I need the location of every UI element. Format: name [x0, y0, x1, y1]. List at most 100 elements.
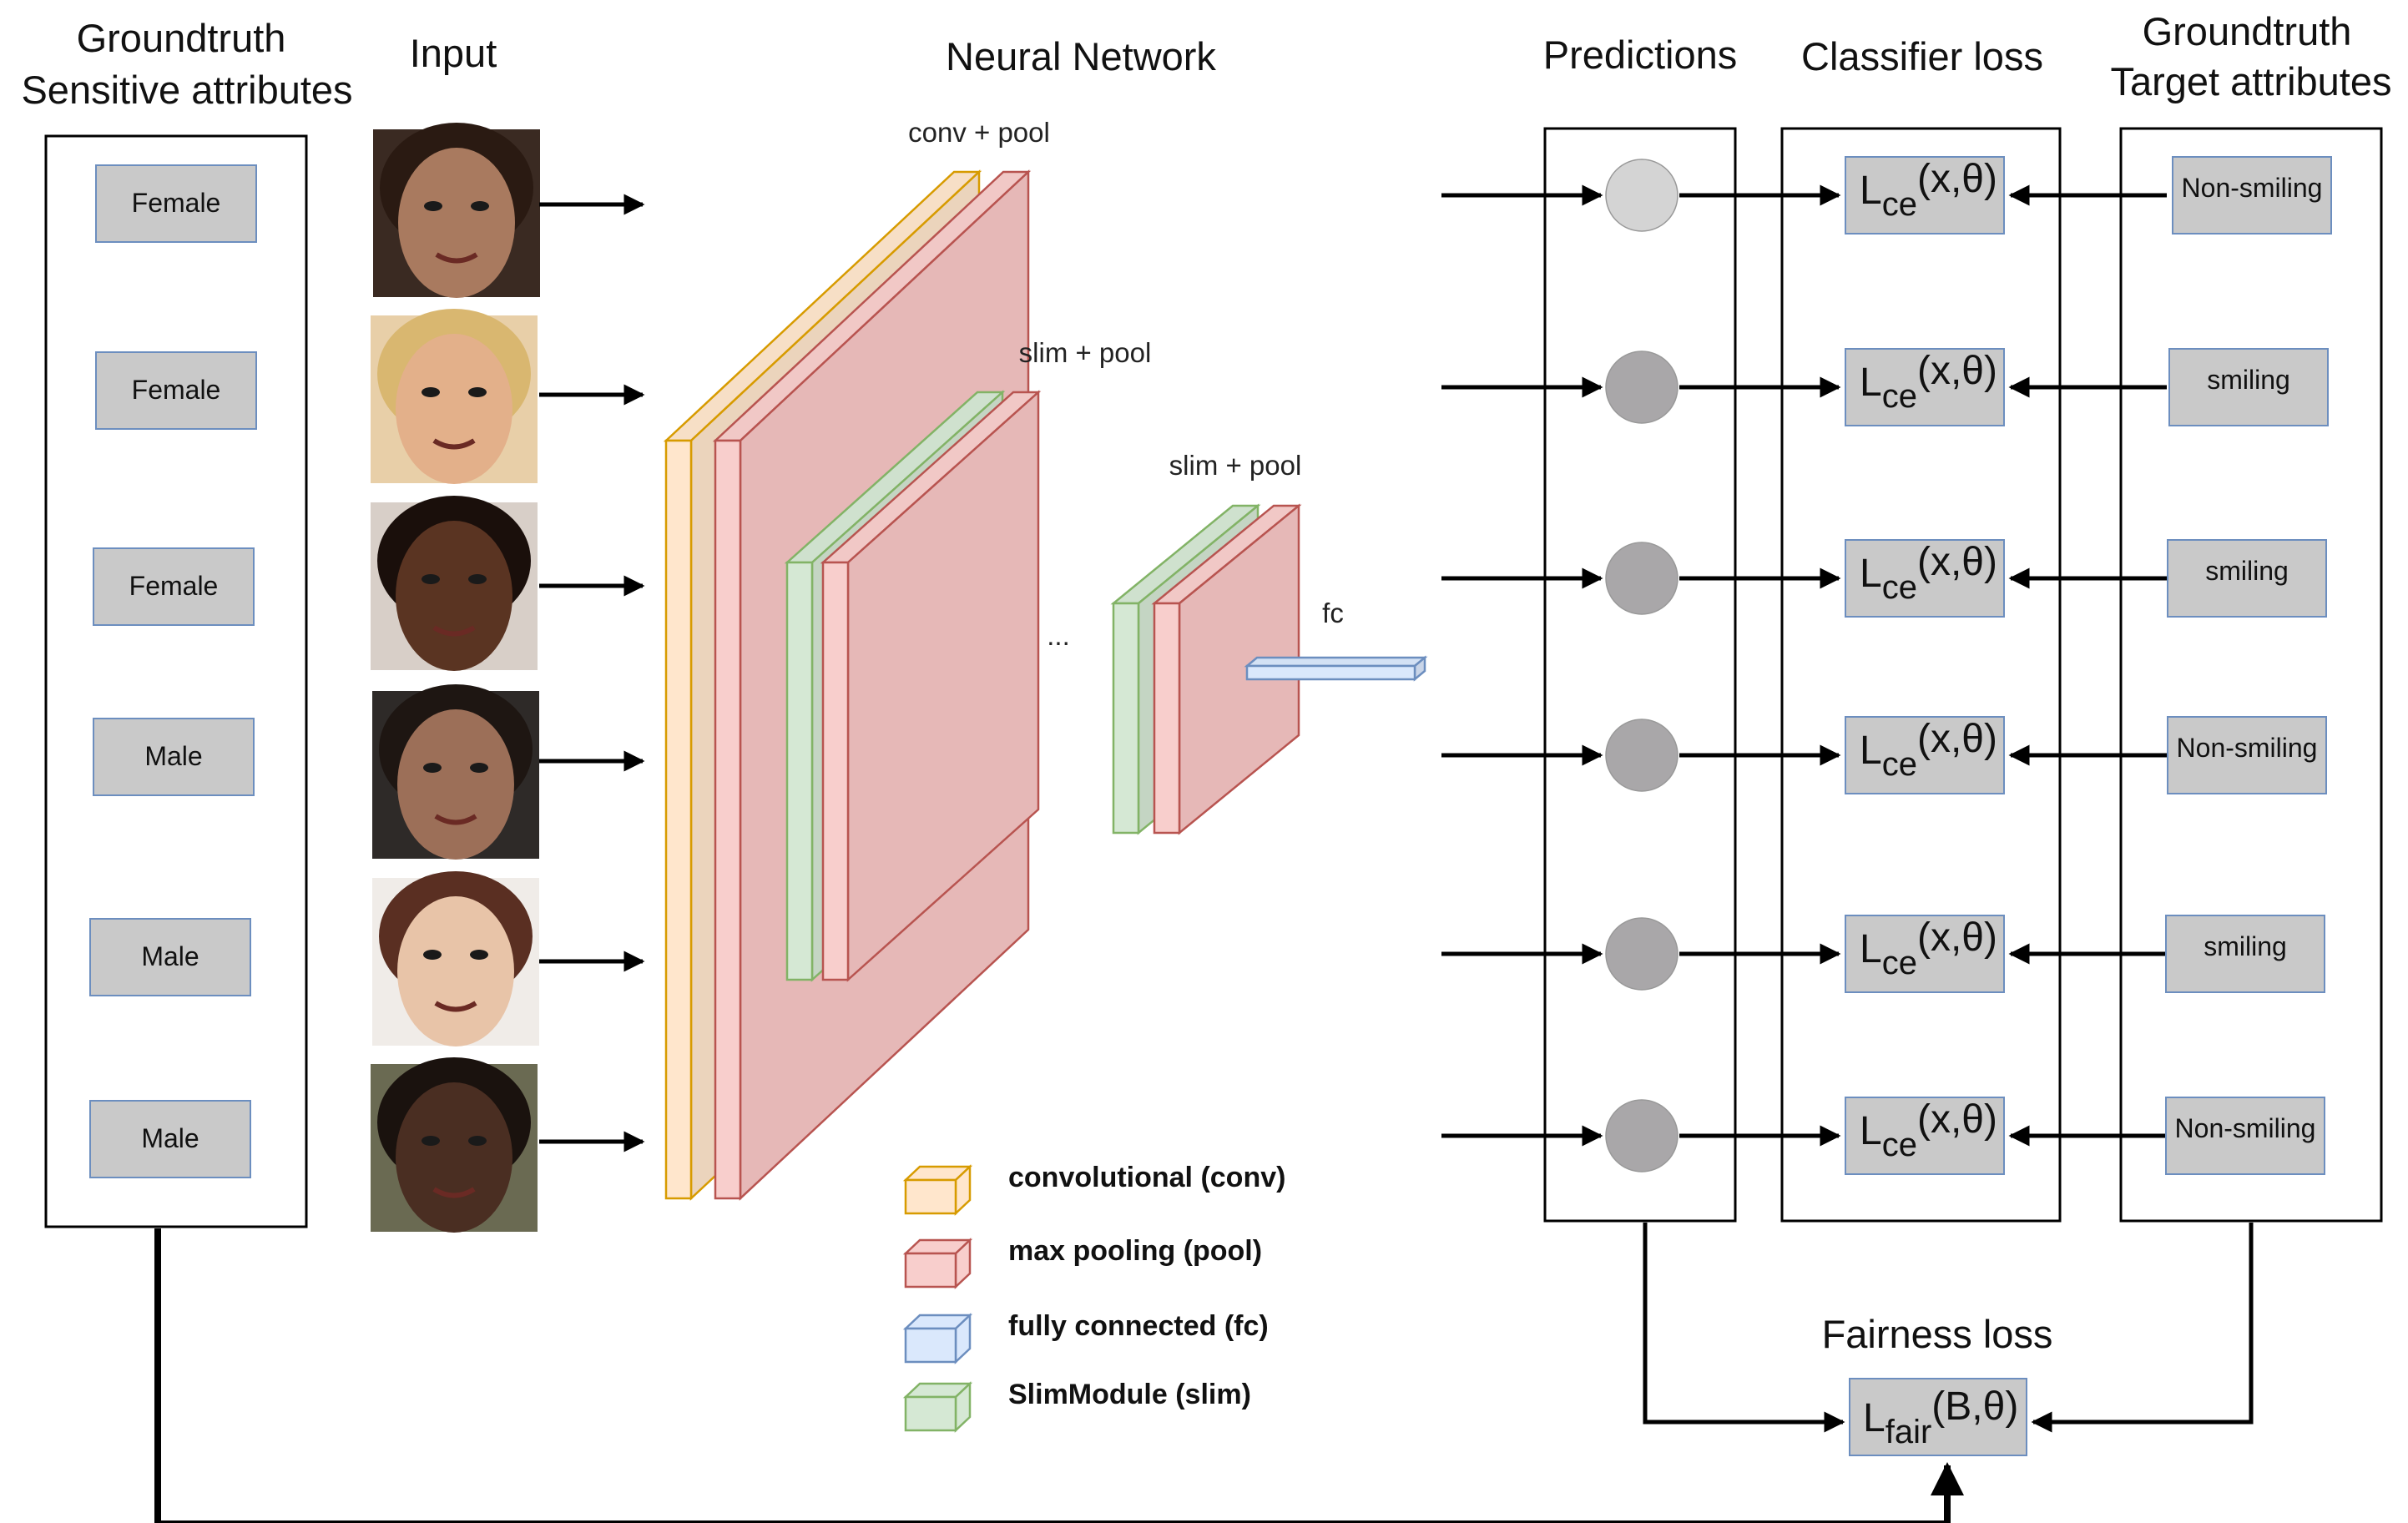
- legend-item: max pooling (pool): [902, 1235, 1262, 1289]
- sensitive-attribute-box: [93, 547, 255, 626]
- classifier-loss-box: [1845, 716, 2005, 794]
- legend-item: convolutional (conv): [902, 1162, 1285, 1216]
- legend-label: fully connected (fc): [1008, 1310, 1269, 1342]
- classifier-loss-panel: [1780, 127, 2062, 1223]
- sensitive-attribute-label: Male: [141, 1123, 199, 1153]
- prediction-node: [1605, 159, 1679, 232]
- face-image-mouth: [434, 1001, 477, 1012]
- classifier-loss-formula: Lce(x,θ): [1860, 1097, 1997, 1163]
- input-header: Input: [410, 31, 497, 75]
- targets-to-fairness-arrow: [2031, 1223, 2254, 1433]
- sensitive-attributes-panel: [44, 134, 308, 1228]
- sensitive-to-fairness-arrow: [154, 1228, 1964, 1523]
- target-attribute-label: Non-smiling: [2177, 733, 2318, 763]
- sensitive-attribute-box: [93, 718, 255, 796]
- target-header-line2: Target attributes: [2110, 59, 2391, 103]
- slim-pool-label-2: slim + pool: [1169, 450, 1302, 481]
- row: Female Lce(x,θ) smiling: [95, 309, 2329, 484]
- sensitive-attribute-box: [95, 351, 257, 430]
- face-image-skin: [397, 709, 514, 860]
- face-image-skin: [396, 334, 512, 484]
- sensitive-header-line1: Groundtruth: [77, 16, 286, 60]
- target-attribute-box: [2167, 539, 2327, 618]
- sensitive-attribute-label: Female: [129, 571, 219, 601]
- face-image: [372, 871, 539, 1046]
- face-image: [371, 1057, 538, 1233]
- classifier-loss-box: [1845, 539, 2005, 618]
- face-image-eye: [423, 950, 442, 960]
- prediction-node: [1605, 917, 1679, 991]
- face-image: [372, 684, 539, 860]
- face-image-eye: [470, 763, 488, 773]
- legend-swatch: [904, 1327, 957, 1364]
- legend-item: fully connected (fc): [902, 1310, 1269, 1364]
- predictions-to-fairness-arrow: [1643, 1223, 1845, 1433]
- network-header: Neural Network: [946, 34, 1216, 78]
- predictions-header: Predictions: [1543, 33, 1738, 77]
- legend-label: convolutional (conv): [1008, 1162, 1285, 1193]
- fc-block-top: [1244, 656, 1428, 668]
- face-image-mouth: [432, 625, 476, 637]
- target-attribute-label: smiling: [2204, 931, 2287, 961]
- rows: Female Lce(x,θ) Non-smiling Female Lce(x,θ) s…: [89, 123, 2332, 1233]
- face-image-eye: [424, 201, 442, 211]
- face-image: [373, 123, 540, 298]
- target-attribute-label: smiling: [2205, 556, 2289, 586]
- fc-label: fc: [1322, 598, 1344, 628]
- classifier-loss-formula: Lce(x,θ): [1860, 540, 1997, 606]
- face-image-eye: [423, 763, 442, 773]
- legend-swatch: [904, 1178, 957, 1215]
- legend-swatch: [904, 1395, 957, 1432]
- face-image-eye: [422, 1136, 440, 1146]
- legend-swatch: [904, 1252, 957, 1288]
- fairness-loss-header: Fairness loss: [1822, 1312, 2053, 1356]
- pool-block-2: [820, 390, 1042, 982]
- target-attribute-box: [2168, 348, 2329, 426]
- sensitive-header-line2: Sensitive attributes: [21, 68, 352, 112]
- target-attribute-label: Non-smiling: [2182, 173, 2323, 203]
- row: Male Lce(x,θ) Non-smiling: [93, 684, 2327, 860]
- row: Female Lce(x,θ) smiling: [93, 496, 2327, 671]
- slim-pool-label-1: slim + pool: [1019, 337, 1152, 368]
- face-image-eye: [468, 574, 487, 584]
- fc-block-front: [1245, 664, 1416, 681]
- classifier-loss-formula: Lce(x,θ): [1860, 915, 1997, 981]
- network: conv + pool slim + pool slim + pool ... …: [663, 117, 1428, 1201]
- target-attribute-box: [2165, 915, 2325, 993]
- slim-block-2-front: [1112, 602, 1140, 835]
- legend: convolutional (conv) max pooling (pool) fu…: [902, 1162, 1285, 1433]
- prediction-node: [1605, 350, 1679, 424]
- face-image-eye: [468, 387, 487, 397]
- classifier-loss-formula: Lce(x,θ): [1860, 157, 1997, 223]
- face-image: [371, 496, 538, 671]
- face-image-mouth: [432, 438, 476, 450]
- prediction-node: [1605, 542, 1679, 615]
- target-attribute-box: [2172, 156, 2332, 235]
- pool-block-3-front: [1153, 602, 1181, 835]
- target-attribute-box: [2167, 716, 2327, 794]
- row: Male Lce(x,θ) smiling: [89, 871, 2325, 1046]
- target-attribute-label: smiling: [2207, 365, 2290, 395]
- classifier-loss-header: Classifier loss: [1801, 34, 2043, 78]
- face-image-mouth: [435, 252, 478, 264]
- face-image-skin: [396, 1082, 512, 1233]
- ellipsis-label: ...: [1047, 620, 1070, 651]
- target-header-line1: Groundtruth: [2143, 9, 2352, 53]
- conv-pool-label: conv + pool: [908, 117, 1050, 148]
- predictions-panel: [1543, 127, 1737, 1223]
- fc-block: [1244, 655, 1428, 682]
- face-image-skin: [396, 521, 512, 671]
- face-image-eye: [470, 950, 488, 960]
- pool-block-3: [1151, 503, 1302, 835]
- classifier-loss-formula: Lce(x,θ): [1860, 349, 1997, 415]
- legend-label: max pooling (pool): [1008, 1235, 1262, 1267]
- pool-block-2-front: [821, 561, 850, 981]
- row: Male Lce(x,θ) Non-smiling: [89, 1057, 2325, 1233]
- fairness-loss-formula: Lfair(B,θ): [1863, 1384, 2018, 1450]
- face-image-mouth: [432, 1187, 476, 1198]
- face-image-mouth: [434, 814, 477, 825]
- classifier-loss-box: [1845, 915, 2005, 993]
- face-image-skin: [398, 148, 515, 298]
- target-attribute-box: [2165, 1097, 2325, 1175]
- face-image-eye: [422, 387, 440, 397]
